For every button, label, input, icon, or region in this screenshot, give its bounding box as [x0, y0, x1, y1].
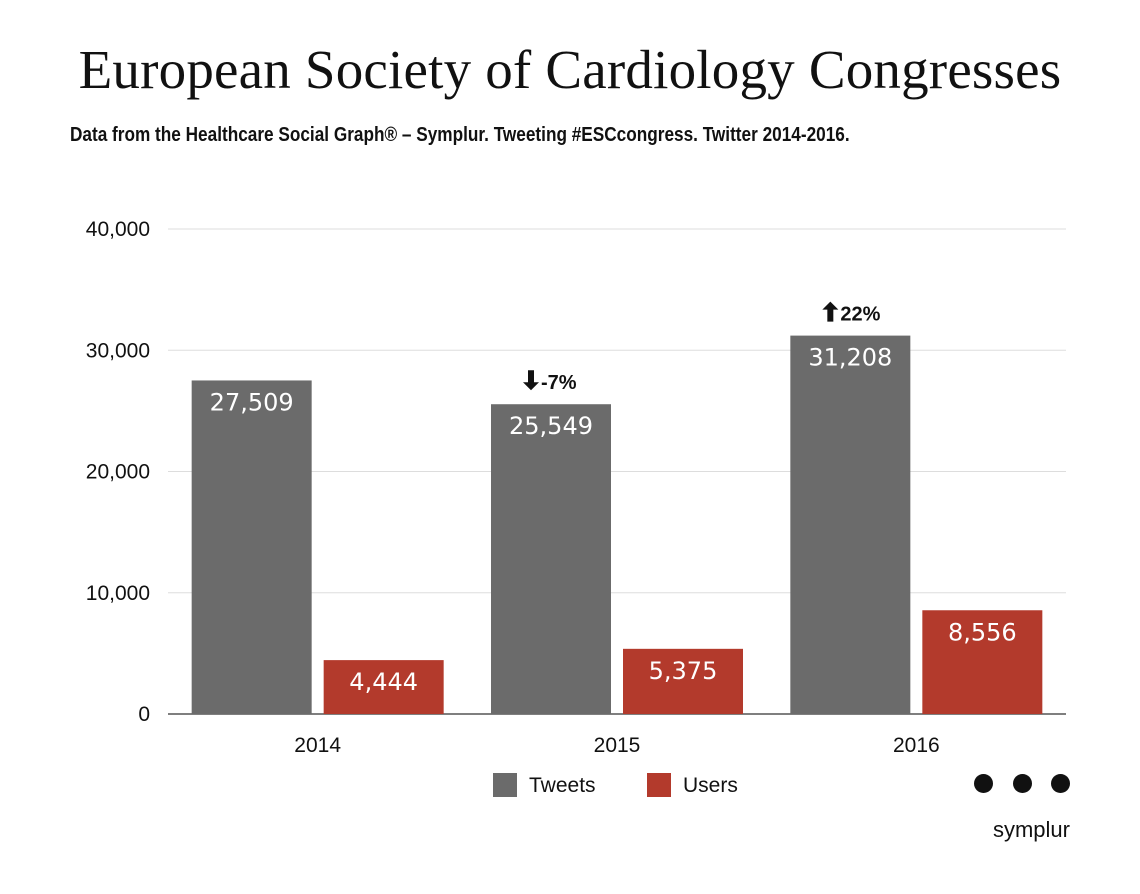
- page-title: European Society of Cardiology Congresse…: [78, 39, 1062, 100]
- legend-swatch: [647, 773, 671, 797]
- bar-label-tweets-2015: 25,549: [509, 412, 593, 440]
- bar-label-tweets-2014: 27,509: [210, 388, 294, 416]
- bar-layer: [191, 335, 1043, 714]
- legend-label: Users: [683, 774, 738, 797]
- arrow-down-icon: [523, 370, 539, 391]
- bar-users-2015: [623, 648, 743, 714]
- brand-name: symplur: [992, 817, 1070, 842]
- brand-dot: [974, 774, 993, 793]
- change-annotation-2015: -7%: [523, 370, 577, 394]
- legend-item-users: Users: [647, 773, 738, 797]
- bar-label-tweets-2016: 31,208: [808, 344, 892, 372]
- bar-users-2014: [323, 660, 444, 714]
- page-subtitle: Data from the Healthcare Social Graph® –…: [70, 124, 850, 146]
- x-tick-label: 2014: [294, 734, 341, 757]
- bar-label-users-2014: 4,444: [349, 668, 418, 696]
- y-tick-label: 0: [138, 703, 150, 726]
- y-tick-label: 10,000: [86, 582, 150, 605]
- legend-label: Tweets: [529, 774, 596, 797]
- legend-swatch: [493, 773, 517, 797]
- x-tick-label: 2015: [594, 734, 641, 757]
- grid-layer: [168, 228, 1066, 715]
- bar-users-2016: [922, 610, 1043, 714]
- brand-dot: [1051, 774, 1070, 793]
- bar-label-users-2016: 8,556: [948, 618, 1017, 646]
- change-annotation-2016: 22%: [822, 301, 881, 326]
- bar-tweets-2014: [191, 380, 312, 714]
- arrow-up-icon: [822, 301, 839, 322]
- bar-tweets-2015: [491, 404, 611, 714]
- bar-label-users-2015: 5,375: [649, 657, 718, 685]
- y-tick-label: 40,000: [86, 218, 150, 241]
- change-label: -7%: [541, 372, 577, 394]
- legend-item-tweets: Tweets: [493, 773, 596, 797]
- legend: Tweets Users: [493, 773, 738, 797]
- brand-dots: [974, 774, 1070, 793]
- bar-tweets-2016: [790, 335, 911, 714]
- x-tick-label: 2016: [893, 734, 940, 757]
- change-label: 22%: [840, 304, 880, 326]
- brand-dot: [1012, 774, 1032, 793]
- y-tick-label: 30,000: [86, 339, 150, 362]
- y-tick-label: 20,000: [86, 461, 150, 484]
- label-layer: 0 10,000 20,000 30,000 40,000 27,509 4,444 2014…: [86, 218, 1017, 757]
- brand-logo: symplur: [960, 774, 1070, 843]
